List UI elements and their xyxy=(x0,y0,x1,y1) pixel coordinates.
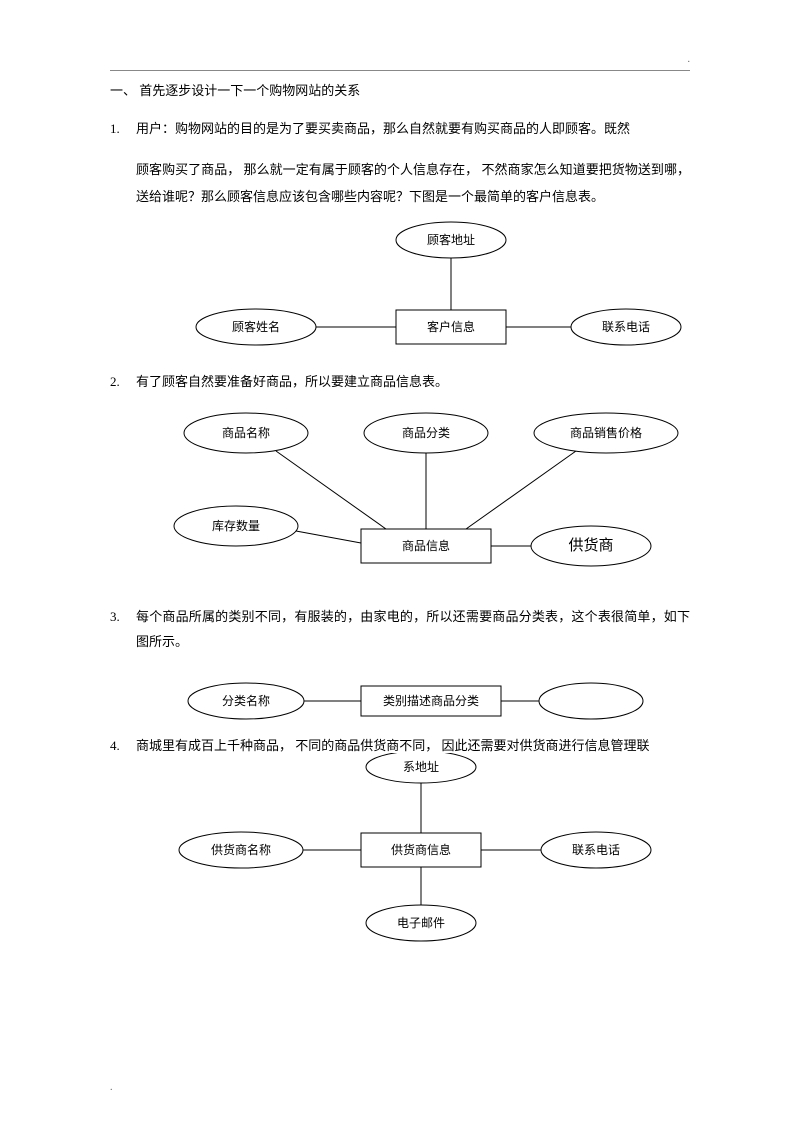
svg-text:顾客姓名: 顾客姓名 xyxy=(232,319,280,334)
svg-text:商品名称: 商品名称 xyxy=(222,425,270,440)
item-number: 4. xyxy=(110,734,136,759)
item-number: 1. xyxy=(110,117,136,142)
svg-text:电子邮件: 电子邮件 xyxy=(397,916,445,930)
item-1-continuation: 顾客购买了商品， 那么就一定有属于顾客的个人信息存在， 不然商家怎么知道要把货物… xyxy=(136,156,690,211)
svg-text:商品销售价格: 商品销售价格 xyxy=(570,425,642,440)
list-item-2: 2. 有了顾客自然要准备好商品，所以要建立商品信息表。 xyxy=(110,370,690,395)
svg-text:供货商信息: 供货商信息 xyxy=(391,842,451,857)
item-number: 2. xyxy=(110,370,136,395)
item-lead: 每个商品所属的类别不同，有服装的，由家电的，所以还需要商品分类表，这个表很简单，… xyxy=(136,605,690,654)
diagram-supplier: 供货商信息 系地址供货商名称 联系电话电子邮件 xyxy=(136,753,690,948)
svg-text:类别描述商品分类: 类别描述商品分类 xyxy=(383,693,479,708)
heading-prefix: 一、 xyxy=(110,83,136,98)
corner-mark-tr: . xyxy=(688,54,691,65)
svg-text:供货商名称: 供货商名称 xyxy=(211,842,271,857)
diagram-product: 商品信息 商品名称 商品分类 商品销售价格库存数量供货商 xyxy=(136,409,690,579)
svg-text:客户信息: 客户信息 xyxy=(427,319,475,334)
svg-text:分类名称: 分类名称 xyxy=(222,693,270,708)
svg-text:系地址: 系地址 xyxy=(403,760,439,774)
svg-text:库存数量: 库存数量 xyxy=(212,518,260,533)
section-heading: 一、 首先逐步设计一下一个购物网站的关系 xyxy=(110,80,690,99)
list-item-3: 3. 每个商品所属的类别不同，有服装的，由家电的，所以还需要商品分类表，这个表很… xyxy=(110,605,690,654)
svg-text:商品分类: 商品分类 xyxy=(402,425,450,440)
item-lead: 有了顾客自然要准备好商品，所以要建立商品信息表。 xyxy=(136,370,690,395)
item-lead: 用户：购物网站的目的是为了要买卖商品，那么自然就要有购买商品的人即顾客。既然 xyxy=(136,117,690,142)
diagram-customer: 客户信息 顾客地址顾客姓名 联系电话 xyxy=(136,220,690,360)
svg-text:顾客地址: 顾客地址 xyxy=(427,232,475,247)
item-number: 3. xyxy=(110,605,136,654)
svg-text:供货商: 供货商 xyxy=(568,537,613,554)
top-rule xyxy=(110,70,690,71)
svg-text:联系电话: 联系电话 xyxy=(602,320,650,334)
diagram-category: 类别描述商品分类 分类名称 xyxy=(136,668,690,728)
list-item-1: 1. 用户：购物网站的目的是为了要买卖商品，那么自然就要有购买商品的人即顾客。既… xyxy=(110,117,690,142)
svg-text:联系电话: 联系电话 xyxy=(572,843,620,857)
corner-mark-bl: . xyxy=(110,1082,113,1093)
svg-text:商品信息: 商品信息 xyxy=(402,538,450,553)
page-content: 一、 首先逐步设计一下一个购物网站的关系 1. 用户：购物网站的目的是为了要买卖… xyxy=(110,80,690,948)
heading-text: 首先逐步设计一下一个购物网站的关系 xyxy=(139,83,360,98)
